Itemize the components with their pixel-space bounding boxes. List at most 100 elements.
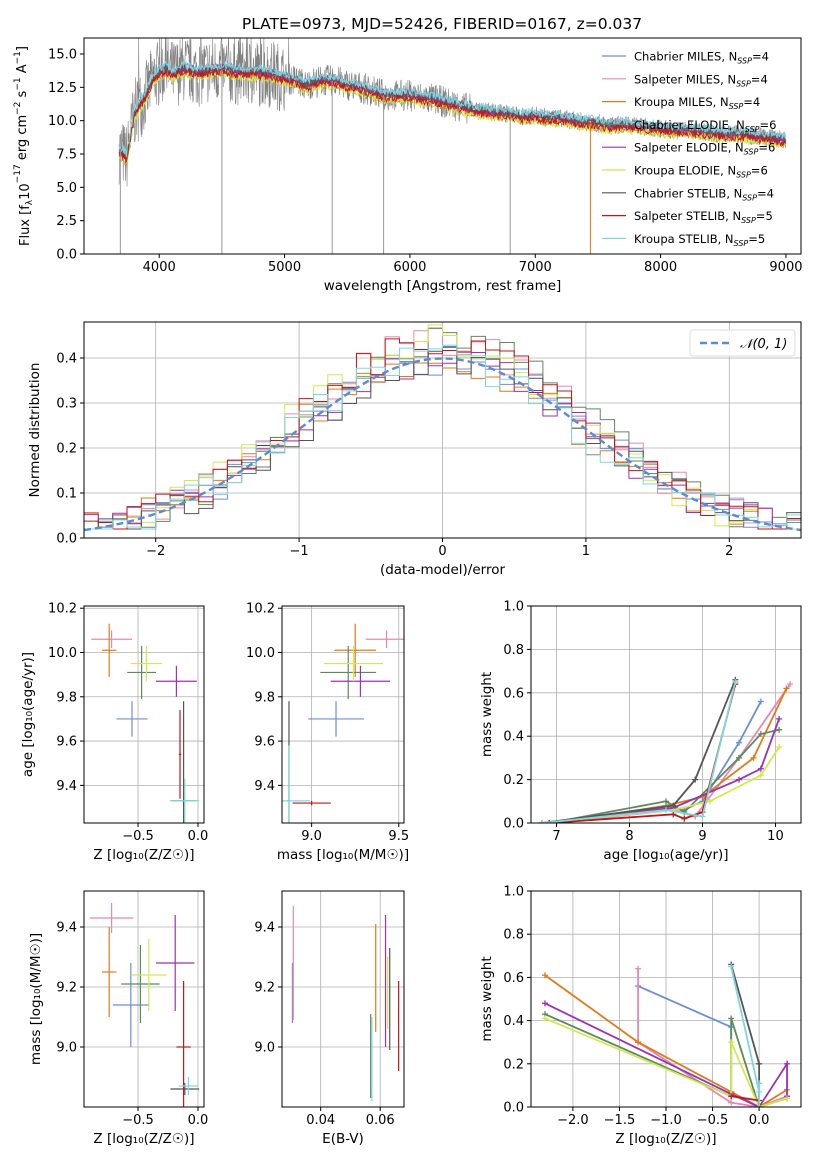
y-tick-label: 9.8	[254, 690, 275, 705]
y-tick-label: 9.4	[254, 921, 275, 936]
axes-frame	[530, 605, 802, 824]
weight-marker	[663, 798, 669, 805]
legend-series-name: Salpeter ELODIE	[634, 141, 728, 155]
legend-sub: SSP	[734, 239, 749, 248]
y-tick-label: 0.8	[503, 643, 524, 658]
y-tick-label: 9.2	[254, 981, 275, 996]
legend-entry: Chabrier MILES, NSSP=4	[634, 50, 769, 66]
y-tick-label: 10.0	[48, 114, 77, 129]
y-axis-label: Flux [fλ10−17 erg cm−2 s−1 A−1]	[13, 46, 35, 246]
weight-marker	[728, 1093, 735, 1100]
axes-frame	[281, 890, 405, 1108]
legend-sub: SSP	[736, 79, 751, 88]
weight-marker	[663, 806, 669, 813]
y-tick-label: 0.2	[503, 1057, 524, 1072]
weight-marker	[735, 754, 742, 761]
weight-line-6	[541, 746, 780, 823]
weight-marker	[538, 820, 545, 823]
x-tick-label: 9.0	[301, 829, 322, 844]
weight-marker	[735, 739, 742, 746]
y-tick-label: 9.4	[254, 779, 275, 794]
weight-line-5	[544, 1002, 788, 1107]
y-axis-label-part: 10	[18, 183, 33, 200]
x-tick-label: −0.5	[122, 1113, 154, 1128]
x-tick-label: −1.0	[650, 1113, 682, 1128]
weight-marker	[635, 965, 642, 972]
legend-entry: Chabrier STELIB, NSSP=4	[634, 186, 774, 202]
weight-marker	[757, 731, 764, 738]
error-point	[334, 623, 377, 677]
histogram-3	[84, 362, 801, 530]
x-tick-label: 0.0	[188, 829, 209, 844]
y-tick-label: 9.0	[56, 1041, 77, 1056]
legend-sub: SSP	[745, 125, 760, 134]
error-point	[170, 778, 200, 823]
error-point	[178, 1077, 198, 1095]
legend-entry: 𝒩(0, 1)	[740, 337, 787, 352]
weight-line-3	[556, 688, 788, 823]
weight-marker	[546, 820, 553, 823]
error-point	[91, 630, 132, 649]
error-point	[130, 645, 162, 682]
y-axis-label-part: s	[15, 90, 30, 101]
legend-nssp: 6	[769, 118, 776, 132]
x-tick-label: −0.5	[697, 1113, 729, 1128]
legend-series-name: Chabrier STELIB	[634, 186, 726, 200]
legend-sub: SSP	[736, 171, 751, 180]
x-axis-label: Z [log₁₀(Z/Z☉)]	[93, 1131, 194, 1147]
weight-marker	[670, 802, 677, 809]
y-tick-label: 0.0	[503, 817, 524, 832]
error-point	[323, 645, 384, 682]
weight-marker	[756, 1080, 763, 1087]
y-tick-label: 12.5	[48, 81, 77, 96]
y-tick-label: 0.0	[56, 532, 77, 547]
z-age-panel: −0.5 0.0 9.4 9.6 9.8 10.0 10.2 Z [log₁₀(Z/Z☉)] a…	[20, 602, 209, 863]
x-tick-label: 0.04	[306, 1113, 335, 1128]
y-tick-label: 5.0	[56, 181, 77, 196]
y-axis-label-part: −2	[13, 102, 23, 115]
legend-nssp: 5	[758, 232, 765, 246]
y-tick-label: 15.0	[48, 48, 77, 63]
x-tick-label: 0.06	[366, 1113, 395, 1128]
y-tick-label: 9.8	[56, 690, 77, 705]
weight-marker	[635, 1039, 642, 1046]
y-axis-label-part: −1	[13, 77, 23, 90]
x-axis-label: Z [log₁₀(Z/Z☉)]	[93, 847, 194, 863]
weight-marker	[728, 1039, 735, 1046]
weight-marker	[756, 1060, 763, 1067]
y-tick-label: 0.1	[56, 487, 77, 502]
axes-frame	[83, 890, 205, 1108]
y-tick-label: 9.0	[254, 1041, 275, 1056]
axes-frame	[83, 37, 802, 255]
y-tick-label: 0.4	[56, 352, 77, 367]
legend-sub: SSP	[737, 57, 752, 66]
x-tick-label: 0	[438, 544, 446, 559]
legend-nssp: 6	[768, 141, 775, 155]
legend-nssp: 6	[760, 164, 767, 178]
y-tick-label: 0.8	[503, 928, 524, 943]
y-tick-label: 0.0	[56, 248, 77, 263]
plot-area	[91, 623, 200, 823]
x-tick-label: 9000	[769, 260, 802, 275]
x-tick-label: 9.5	[388, 829, 409, 844]
weight-marker	[776, 726, 783, 733]
x-tick-label: 4000	[143, 260, 176, 275]
x-tick-label: 9	[698, 829, 706, 844]
x-tick-label: −2	[146, 544, 165, 559]
y-axis-label-part: λ	[25, 199, 35, 205]
error-point	[116, 701, 148, 737]
x-tick-label: 1	[582, 544, 590, 559]
y-tick-label: 0.6	[503, 971, 524, 986]
legend-series-name: Kroupa MILES	[634, 95, 713, 109]
y-axis-label-part: −1	[13, 51, 23, 64]
legend-box	[689, 329, 796, 357]
weight-marker	[787, 681, 794, 688]
legend-entry: Salpeter ELODIE, NSSP=6	[634, 141, 775, 157]
weight-marker	[757, 772, 764, 779]
spectrum-panel: 4000 5000 6000 7000 8000 9000 0.0 2.5 5.0 7.5 10.0…	[13, 37, 803, 294]
figure-title: PLATE=0973, MJD=52426, FIBERID=0167, z=0…	[242, 15, 642, 33]
x-axis-label: age [log₁₀(age/yr)]	[603, 847, 728, 863]
x-tick-label: 6000	[393, 260, 426, 275]
y-tick-label: 7.5	[56, 148, 77, 163]
error-point	[156, 665, 197, 697]
